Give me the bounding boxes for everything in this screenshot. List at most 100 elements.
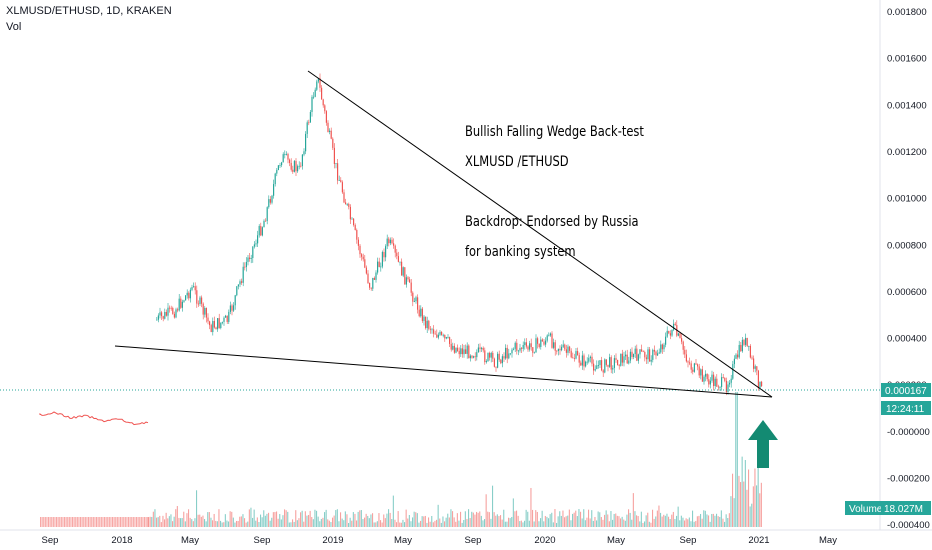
volume-bar (607, 514, 609, 527)
volume-bar (372, 513, 374, 527)
volume-bar (373, 522, 375, 527)
candle-body (621, 353, 623, 363)
volume-bar (194, 518, 196, 527)
candle-body (693, 363, 695, 372)
volume-bar (423, 516, 425, 527)
candle-body (759, 381, 761, 388)
x-tick-label: 2018 (111, 535, 132, 546)
x-axis-ticks: Sep 2018 May Sep 2019 May Sep 2020 May Sep 2021 May (42, 535, 838, 546)
candle-body (684, 349, 686, 355)
volume-bar (535, 510, 537, 527)
candle-body (551, 333, 553, 348)
volume-bar (488, 512, 490, 527)
volume-bar (322, 517, 324, 527)
candle-body (172, 307, 174, 314)
candle-body (650, 359, 652, 362)
volume-bar (368, 518, 370, 527)
candle-body (423, 316, 425, 321)
candle-body (282, 154, 284, 163)
volume-bar (664, 515, 666, 527)
volume-bar (492, 485, 494, 527)
volume-bar (107, 517, 109, 527)
volume-bar (517, 515, 519, 527)
volume-bar (389, 512, 391, 527)
volume-bar (72, 517, 74, 527)
volume-bar (528, 520, 530, 527)
volume-bar (727, 518, 729, 527)
volume-bar (493, 512, 495, 527)
wedge-upper-trendline[interactable] (307, 70, 773, 398)
candle-body (223, 317, 225, 322)
volume-bar (685, 518, 687, 527)
volume-bar (148, 517, 150, 527)
volume-bar (43, 517, 45, 527)
candle-body (615, 358, 617, 360)
candle-body (557, 348, 559, 351)
volume-bar (554, 509, 556, 527)
volume-bar (156, 517, 158, 527)
candle-body (761, 381, 763, 387)
candle-body (482, 347, 484, 351)
volume-bar (612, 519, 614, 527)
candle-body (354, 225, 356, 231)
wedge-lower-trendline[interactable] (114, 345, 773, 398)
volume-bar (352, 512, 354, 527)
volume-bar (317, 516, 319, 527)
candle-body (228, 311, 230, 322)
volume-bar (162, 515, 164, 527)
candle-body (249, 257, 251, 259)
volume-bar (202, 515, 204, 527)
volume-bar (304, 511, 306, 527)
candle-body (330, 130, 332, 139)
candle-body (421, 308, 423, 321)
volume-bar (147, 517, 149, 527)
chart-annotation[interactable]: Bullish Falling Wedge Back-test XLMUSD /… (465, 110, 644, 275)
candle-body (495, 366, 497, 368)
candle-body (740, 344, 742, 352)
volume-bar (160, 522, 162, 527)
volume-bar (279, 514, 281, 527)
candle-body (681, 338, 683, 342)
candle-body (370, 287, 372, 289)
candle-body (741, 339, 743, 352)
volume-bar (354, 513, 356, 527)
annotation-line-4: for banking system (465, 244, 576, 260)
candle-body (404, 267, 406, 285)
bullish-arrow-icon[interactable] (748, 420, 778, 468)
volume-bar (671, 514, 673, 527)
volume-bar (346, 514, 348, 527)
candle-body (265, 220, 267, 222)
volume-bar (276, 511, 278, 527)
candle-body (209, 321, 211, 326)
candle-body (271, 195, 273, 203)
volume-bar (548, 518, 550, 527)
volume-bar (402, 519, 404, 527)
candle-body (597, 365, 599, 366)
symbol-title[interactable]: XLMUSD/ETHUSD, 1D, KRAKEN (6, 5, 172, 17)
candle-body (364, 259, 366, 268)
volume-indicator-label[interactable]: Vol (6, 21, 22, 33)
volume-bar (549, 514, 551, 527)
volume-bar (234, 522, 236, 527)
candle-body (391, 239, 393, 244)
volume-bar (503, 509, 505, 527)
volume-bar (316, 510, 318, 527)
volume-bar (46, 517, 48, 527)
candle-body (293, 161, 295, 172)
candle-body (261, 227, 263, 236)
volume-bar (546, 516, 548, 527)
volume-bar (701, 518, 703, 527)
volume-bar (452, 511, 454, 527)
volume-bar (634, 511, 636, 527)
candle-body (417, 297, 419, 310)
candle-body (613, 358, 615, 368)
candle-body (565, 349, 567, 353)
volume-bar (60, 517, 62, 527)
volume-bar (83, 517, 85, 527)
volume-bar (123, 517, 125, 527)
candle-body (484, 350, 486, 363)
candle-body (548, 335, 550, 337)
volume-bar (575, 510, 577, 527)
candle-body (383, 251, 385, 258)
